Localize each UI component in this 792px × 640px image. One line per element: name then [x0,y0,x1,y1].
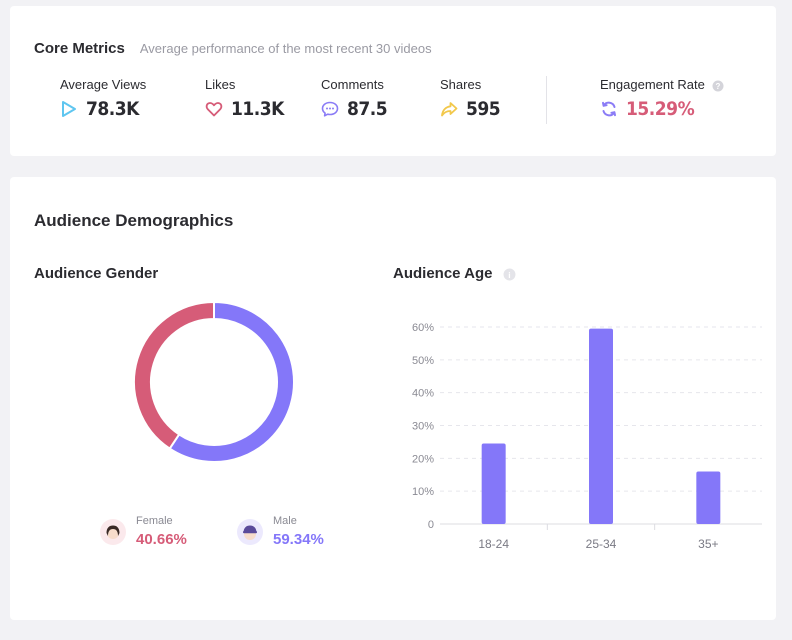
metric-value: 87.5 [347,98,388,120]
age-title: Audience Age [393,265,493,282]
legend-male: Male 59.34% [237,515,324,548]
engagement-label: Engagement Rate [600,77,705,92]
engagement-value: 15.29% [626,98,695,120]
metric-average-views: Average Views 78.3K [60,77,146,120]
x-tick-label: 35+ [698,537,718,551]
y-tick-label: 10% [412,486,434,498]
bar-18-24[interactable] [481,443,506,524]
svg-text:?: ? [716,82,721,91]
bar-35+[interactable] [696,471,721,524]
legend-female: Female 40.66% [100,515,187,548]
refresh-icon [602,101,616,117]
y-tick-label: 0 [428,519,434,531]
share-icon [441,102,458,117]
y-tick-label: 40% [412,388,434,400]
info-icon[interactable]: i [503,268,516,281]
x-tick-label: 18-24 [478,537,509,551]
heart-icon [205,102,223,117]
legend-female-value: 40.66% [136,531,187,548]
gender-title: Audience Gender [34,265,159,282]
y-tick-label: 30% [412,421,434,433]
gender-donut-chart [133,300,295,463]
metric-value: 11.3K [231,98,284,120]
metrics-divider [546,76,547,124]
metric-value: 78.3K [86,98,139,120]
donut-slice-female[interactable] [133,300,215,451]
audience-demographics-card: Audience Demographics Audience Gender Au… [10,177,776,620]
female-avatar-icon [100,518,126,545]
metric-value: 595 [466,98,501,120]
metric-label: Average Views [60,77,147,92]
y-tick-label: 50% [412,355,434,367]
play-icon [62,101,76,117]
age-bar-chart: 0 10% 20% 30% 40% 50% 60% 18-24 25-34 35+ [412,322,762,551]
legend-male-value: 59.34% [273,531,324,548]
legend-male-label: Male [273,515,297,527]
metric-likes: Likes 11.3K [205,77,284,120]
metric-label: Engagement Rate ? [600,77,724,92]
metric-engagement-rate: Engagement Rate ? 15.29% [600,77,724,120]
legend-female-label: Female [136,515,173,527]
help-icon[interactable]: ? [712,80,724,92]
metric-comments: Comments 87.5 [321,77,388,120]
metric-label: Comments [321,77,384,92]
donut-slice-male[interactable] [168,300,295,463]
core-metrics-subtitle: Average performance of the most recent 3… [139,41,432,56]
metric-label: Likes [205,77,236,92]
demographics-title: Audience Demographics [34,211,234,230]
male-avatar-icon [237,518,263,545]
comment-icon [321,101,339,117]
bar-25-34[interactable] [589,328,613,524]
metric-label: Shares [440,77,482,92]
y-tick-label: 60% [412,322,434,334]
core-metrics-title: Core Metrics [34,40,125,57]
core-metrics-header: Core Metrics Average performance of the … [34,40,432,57]
age-title-row: Audience Age i [393,265,516,282]
metric-shares: Shares 595 [440,77,501,120]
y-tick-label: 20% [412,453,434,465]
x-tick-label: 25-34 [586,537,617,551]
svg-text:i: i [508,269,510,279]
core-metrics-card: Core Metrics Average performance of the … [10,6,776,156]
